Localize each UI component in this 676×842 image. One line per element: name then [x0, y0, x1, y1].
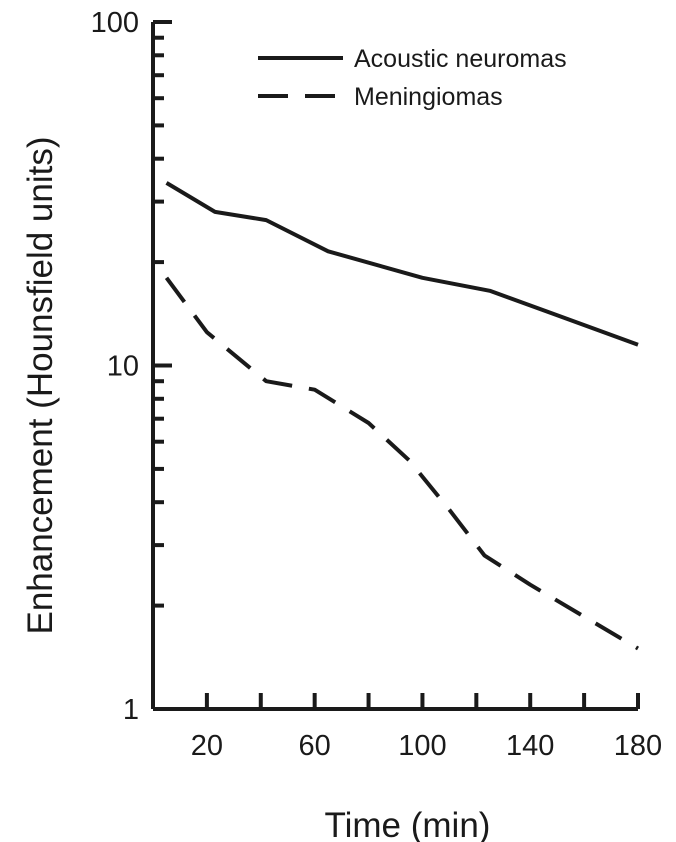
y-tick-label: 1 [123, 694, 139, 726]
y-axis-title: Enhancement (Hounsfield units) [21, 136, 60, 634]
x-tick-label: 100 [398, 730, 446, 762]
x-tick-label: 140 [506, 730, 554, 762]
y-axis-ticks: 1 10 100 [91, 7, 172, 726]
x-tick-label: 20 [191, 730, 223, 762]
y-axis: 1 10 100 [91, 7, 172, 726]
series-line-acoustic-neuromas [165, 181, 639, 347]
series-line-meningiomas [164, 276, 640, 651]
x-axis-ticks: 20 60 100 140 180 [191, 693, 662, 762]
y-tick-label: 100 [91, 7, 139, 39]
x-axis: 20 60 100 140 180 [153, 693, 662, 762]
y-tick-label: 10 [107, 351, 139, 383]
legend-label: Acoustic neuromas [354, 45, 567, 73]
series-lines [164, 181, 640, 651]
x-tick-label: 180 [614, 730, 662, 762]
x-axis-title: Time (min) [325, 806, 491, 842]
x-tick-label: 60 [299, 730, 331, 762]
legend: Acoustic neuromas Meningiomas [258, 45, 567, 111]
legend-label: Meningiomas [354, 83, 503, 111]
